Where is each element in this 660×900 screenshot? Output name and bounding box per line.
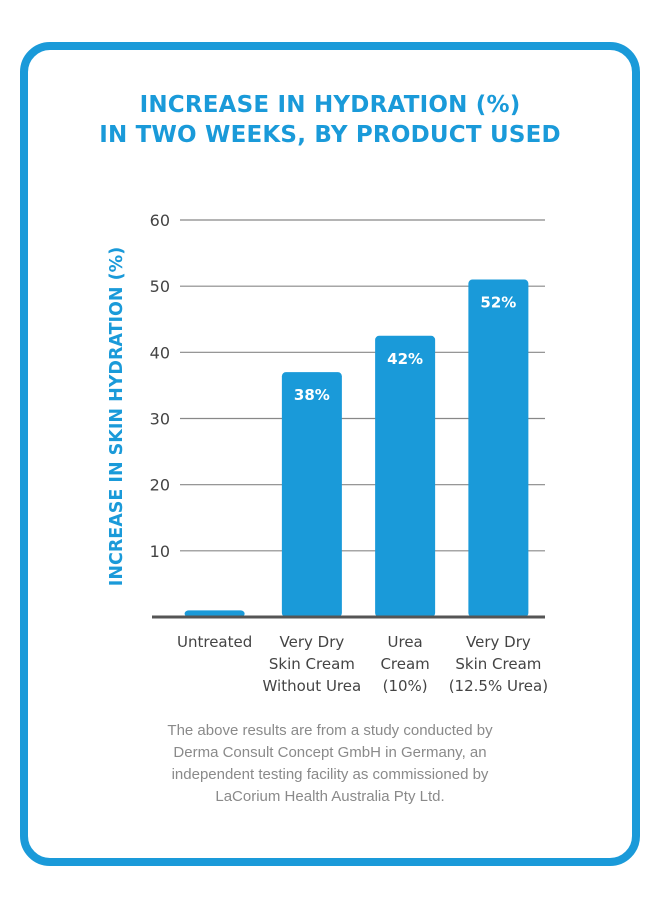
bar-data-label: 42% [387,350,423,368]
x-category-label: (10%) [383,677,428,695]
bar-data-label: 38% [294,386,330,404]
chart-title-line-2: IN TWO WEEKS, BY PRODUCT USED [99,122,561,148]
y-tick-label: 50 [150,277,170,296]
y-tick-label: 40 [150,343,170,362]
x-category-label: Very Dry [466,633,531,651]
x-category-label: Cream [380,655,429,673]
bar-data-label: 52% [480,294,516,312]
bar [281,372,342,617]
footnote-line-3: independent testing facility as commissi… [171,766,489,783]
y-tick-label: 10 [150,542,170,561]
y-tick-label: 60 [150,211,170,230]
x-category-label: Without Urea [263,677,362,695]
y-axis-label: INCREASE IN SKIN HYDRATION (%) [107,247,127,586]
bar [375,335,436,617]
x-category-label: Skin Cream [455,655,541,673]
bar [468,279,529,617]
y-tick-label: 30 [150,410,170,429]
x-category-label: Very Dry [280,633,345,651]
footnote-line-1: The above results are from a study condu… [167,722,493,739]
y-tick-label: 20 [150,476,170,495]
bar [184,610,245,617]
x-category-label: Skin Cream [269,655,355,673]
footnote-line-4: LaCorium Health Australia Pty Ltd. [215,788,445,805]
footnote-line-2: Derma Consult Concept GmbH in Germany, a… [173,744,487,761]
x-category-label: (12.5% Urea) [449,677,548,695]
chart-title: INCREASE IN HYDRATION (%) IN TWO WEEKS, … [0,90,660,150]
footnote: The above results are from a study condu… [100,720,560,808]
x-category-label: Urea [388,633,423,651]
chart-title-line-1: INCREASE IN HYDRATION (%) [139,92,521,118]
x-category-label: Untreated [177,633,252,651]
